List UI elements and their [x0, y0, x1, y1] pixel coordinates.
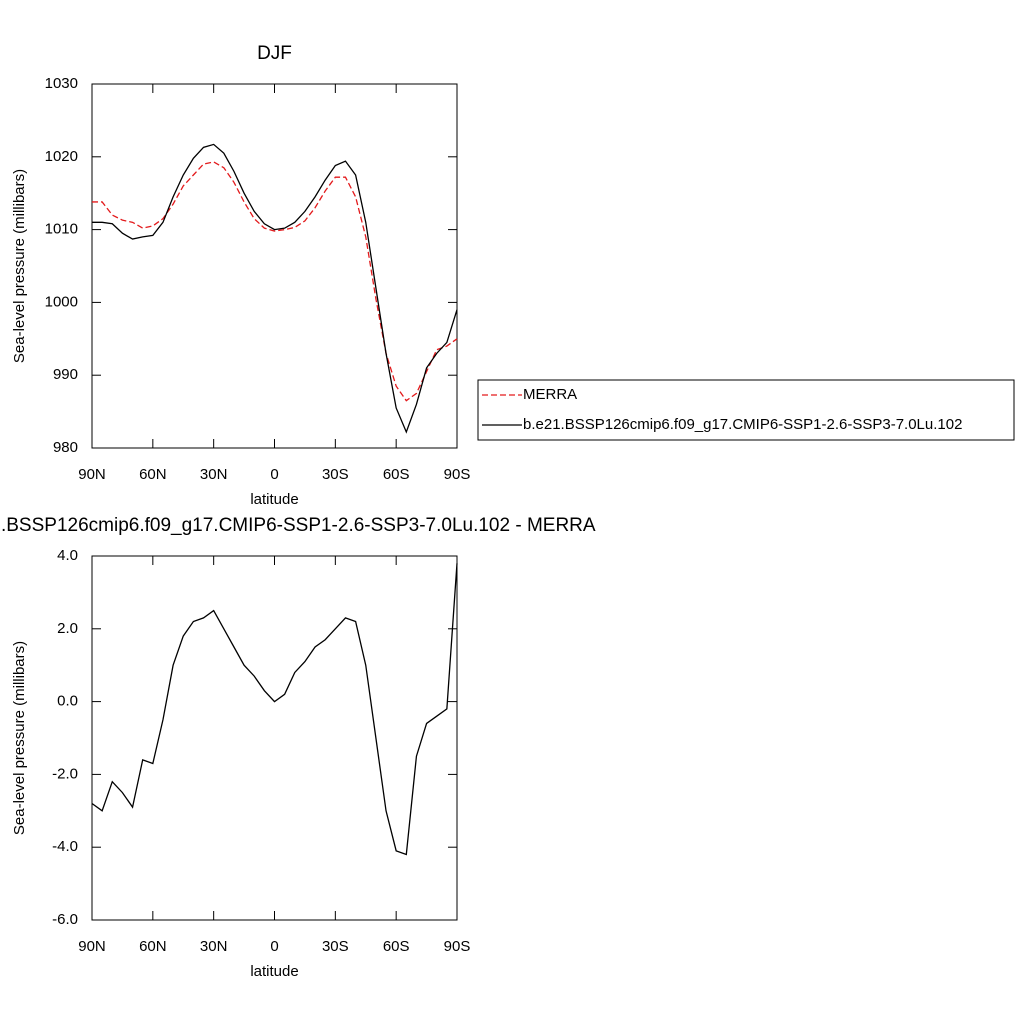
x-tick-label: 30N	[200, 938, 228, 955]
x-tick-label: 60S	[383, 466, 410, 483]
chart-title: b.e21.BSSP126cmip6.f09_g17.CMIP6-SSP1-2.…	[0, 515, 596, 536]
plot-frame	[91, 555, 458, 921]
y-tick-label: 4.0	[57, 547, 78, 564]
y-axis-label: Sea-level pressure (millibars)	[11, 169, 28, 363]
chart-title: DJF	[257, 43, 292, 64]
y-tick-label: 2.0	[57, 620, 78, 637]
x-tick-label: 90S	[444, 466, 471, 483]
y-tick-label: 1020	[45, 148, 78, 165]
y-tick-label: -6.0	[52, 911, 78, 928]
legend-label: b.e21.BSSP126cmip6.f09_g17.CMIP6-SSP1-2.…	[523, 416, 962, 433]
x-tick-label: 30N	[200, 466, 228, 483]
legend-label: MERRA	[523, 386, 577, 403]
y-tick-label: -4.0	[52, 838, 78, 855]
x-tick-label: 90N	[78, 938, 106, 955]
y-tick-label: 1030	[45, 75, 78, 92]
y-tick-label: 1000	[45, 293, 78, 310]
x-tick-label: 60N	[139, 466, 167, 483]
data-line	[92, 161, 458, 402]
x-tick-label: 30S	[322, 938, 349, 955]
y-axis-label: Sea-level pressure (millibars)	[11, 641, 28, 835]
data-line	[92, 143, 458, 434]
x-tick-label: 0	[270, 466, 278, 483]
x-tick-label: 90S	[444, 938, 471, 955]
y-tick-label: 0.0	[57, 693, 78, 710]
x-tick-label: 90N	[78, 466, 106, 483]
data-line	[91, 563, 458, 856]
y-tick-label: 990	[53, 366, 78, 383]
x-axis-label: latitude	[250, 963, 298, 980]
x-tick-label: 30S	[322, 466, 349, 483]
x-tick-label: 60N	[139, 938, 167, 955]
y-tick-label: 980	[53, 439, 78, 456]
legend-box	[477, 379, 1015, 441]
plot-frame	[91, 83, 458, 449]
x-tick-label: 0	[270, 938, 278, 955]
y-tick-label: 1010	[45, 221, 78, 238]
y-tick-label: -2.0	[52, 765, 78, 782]
x-tick-label: 60S	[383, 938, 410, 955]
x-axis-label: latitude	[250, 491, 298, 508]
